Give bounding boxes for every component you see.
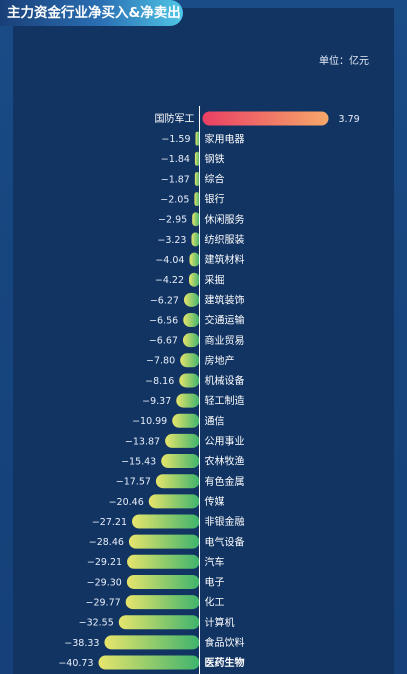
page-title: 主力资金行业净买入&净卖出 bbox=[0, 0, 183, 26]
bar-11 bbox=[183, 313, 200, 327]
category-label: 银行 bbox=[205, 193, 225, 206]
category-label: 轻工制造 bbox=[205, 394, 245, 407]
value-label: −10.99 bbox=[132, 416, 167, 427]
category-label: 采掘 bbox=[205, 273, 225, 286]
category-label: 非银金融 bbox=[205, 515, 245, 528]
bar-26 bbox=[118, 615, 200, 630]
bar-16 bbox=[172, 413, 200, 428]
value-label: −4.22 bbox=[155, 275, 184, 286]
bar-12 bbox=[182, 333, 200, 348]
value-label: −2.95 bbox=[158, 215, 187, 226]
value-label: −6.56 bbox=[149, 315, 178, 326]
bar-1 bbox=[202, 111, 329, 126]
value-label: −17.57 bbox=[116, 477, 151, 488]
bar-28 bbox=[98, 655, 200, 670]
bar-22 bbox=[128, 534, 200, 549]
value-label: −1.84 bbox=[161, 154, 190, 165]
value-label: −4.04 bbox=[155, 255, 184, 266]
value-label: −29.77 bbox=[86, 598, 121, 609]
category-label: 纺织服装 bbox=[205, 233, 245, 246]
category-label: 电气设备 bbox=[205, 535, 245, 548]
category-label: 钢铁 bbox=[205, 152, 225, 165]
bar-19 bbox=[155, 474, 200, 489]
value-label: −1.59 bbox=[161, 134, 190, 145]
value-label: −6.67 bbox=[149, 336, 178, 347]
category-label: 公用事业 bbox=[205, 435, 245, 448]
bar-3 bbox=[194, 151, 200, 166]
value-label: −20.46 bbox=[109, 497, 144, 508]
value-label: −2.05 bbox=[160, 195, 189, 206]
bar-17 bbox=[165, 433, 200, 448]
unit-label: 单位：亿元 bbox=[319, 56, 369, 67]
value-label: −6.27 bbox=[150, 295, 179, 306]
bar-13 bbox=[180, 353, 200, 368]
category-label: 建筑材料 bbox=[205, 253, 245, 266]
value-label: −29.21 bbox=[87, 557, 122, 568]
bar-18 bbox=[161, 454, 200, 469]
category-label: 医药生物 bbox=[205, 656, 245, 669]
category-label: 汽车 bbox=[205, 555, 225, 568]
value-label: −9.37 bbox=[142, 396, 171, 407]
category-label: 食品饮料 bbox=[205, 636, 245, 649]
category-label: 机械设备 bbox=[205, 374, 245, 387]
bar-27 bbox=[104, 635, 200, 650]
value-label: −7.80 bbox=[146, 356, 175, 367]
bar-5 bbox=[194, 192, 200, 207]
value-label: −28.46 bbox=[89, 537, 124, 548]
value-label: −38.33 bbox=[64, 638, 99, 649]
category-label: 化工 bbox=[205, 596, 225, 609]
category-label: 综合 bbox=[205, 173, 225, 186]
bar-9 bbox=[189, 272, 200, 287]
bar-7 bbox=[191, 232, 200, 247]
bar-20 bbox=[148, 494, 200, 509]
bar-10 bbox=[183, 292, 200, 307]
value-label: −15.43 bbox=[121, 456, 156, 467]
value-label: −1.87 bbox=[161, 174, 190, 185]
bar-14 bbox=[179, 373, 200, 388]
bar-8 bbox=[189, 252, 200, 267]
value-label: −29.30 bbox=[87, 577, 122, 588]
category-label: 有色金属 bbox=[205, 475, 245, 488]
category-label: 通信 bbox=[205, 415, 225, 427]
bar-24 bbox=[126, 574, 200, 589]
value-label: −32.55 bbox=[79, 618, 114, 629]
category-label: 家用电器 bbox=[205, 132, 245, 145]
bar-6 bbox=[192, 212, 200, 227]
value-label: −40.73 bbox=[58, 658, 93, 669]
category-label: 建筑装饰 bbox=[205, 293, 245, 306]
value-label: −3.23 bbox=[157, 235, 186, 246]
value-label: −27.21 bbox=[92, 517, 127, 528]
bar-15 bbox=[176, 393, 200, 408]
category-label: 交通运输 bbox=[205, 314, 245, 327]
value-label: −13.87 bbox=[125, 436, 160, 447]
value-label: 3.79 bbox=[339, 114, 360, 125]
category-label: 商业贸易 bbox=[205, 334, 245, 347]
category-label: 农林牧渔 bbox=[205, 455, 245, 468]
category-label: 国防军工 bbox=[155, 112, 195, 125]
category-label: 传媒 bbox=[205, 496, 225, 508]
category-label: 电子 bbox=[205, 576, 225, 589]
bar-4 bbox=[194, 171, 200, 186]
value-label: −8.16 bbox=[145, 376, 174, 387]
bar-21 bbox=[132, 514, 200, 529]
bar-23 bbox=[127, 554, 200, 569]
category-label: 房地产 bbox=[205, 354, 235, 367]
bar-2 bbox=[195, 131, 200, 146]
category-label: 休闲服务 bbox=[205, 213, 245, 226]
category-label: 计算机 bbox=[205, 616, 235, 629]
bar-25 bbox=[125, 595, 200, 610]
